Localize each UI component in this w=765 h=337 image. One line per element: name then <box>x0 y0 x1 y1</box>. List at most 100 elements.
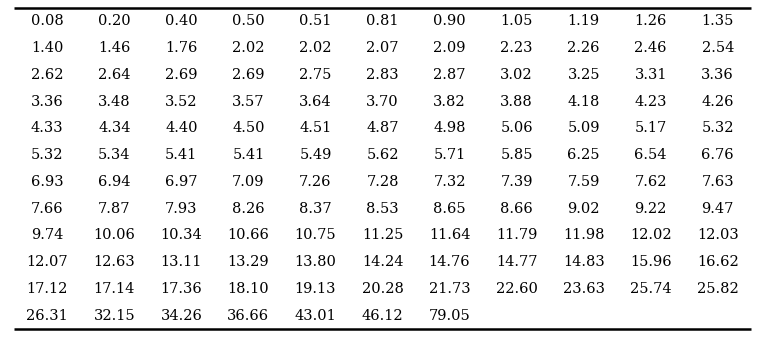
Text: 7.26: 7.26 <box>299 175 332 189</box>
Text: 4.23: 4.23 <box>634 95 667 109</box>
Text: 1.76: 1.76 <box>165 41 197 55</box>
Text: 4.18: 4.18 <box>568 95 600 109</box>
Text: 1.40: 1.40 <box>31 41 63 55</box>
Text: 4.98: 4.98 <box>433 121 466 135</box>
Text: 3.36: 3.36 <box>31 95 63 109</box>
Text: 34.26: 34.26 <box>161 309 202 323</box>
Text: 0.20: 0.20 <box>98 14 131 28</box>
Text: 7.93: 7.93 <box>165 202 197 216</box>
Text: 3.64: 3.64 <box>299 95 332 109</box>
Text: 0.40: 0.40 <box>165 14 197 28</box>
Text: 6.54: 6.54 <box>634 148 667 162</box>
Text: 7.39: 7.39 <box>500 175 533 189</box>
Text: 9.74: 9.74 <box>31 228 63 242</box>
Text: 1.35: 1.35 <box>702 14 734 28</box>
Text: 79.05: 79.05 <box>428 309 470 323</box>
Text: 16.62: 16.62 <box>697 255 738 269</box>
Text: 2.02: 2.02 <box>232 41 265 55</box>
Text: 20.28: 20.28 <box>362 282 403 296</box>
Text: 0.51: 0.51 <box>299 14 332 28</box>
Text: 0.81: 0.81 <box>366 14 399 28</box>
Text: 7.28: 7.28 <box>366 175 399 189</box>
Text: 3.25: 3.25 <box>568 68 600 82</box>
Text: 14.83: 14.83 <box>563 255 604 269</box>
Text: 6.93: 6.93 <box>31 175 63 189</box>
Text: 10.06: 10.06 <box>93 228 135 242</box>
Text: 5.41: 5.41 <box>233 148 265 162</box>
Text: 4.50: 4.50 <box>232 121 265 135</box>
Text: 5.85: 5.85 <box>500 148 533 162</box>
Text: 4.87: 4.87 <box>366 121 399 135</box>
Text: 11.79: 11.79 <box>496 228 537 242</box>
Text: 10.75: 10.75 <box>295 228 337 242</box>
Text: 3.36: 3.36 <box>702 68 734 82</box>
Text: 8.66: 8.66 <box>500 202 533 216</box>
Text: 21.73: 21.73 <box>428 282 470 296</box>
Text: 9.47: 9.47 <box>702 202 734 216</box>
Text: 5.71: 5.71 <box>434 148 466 162</box>
Text: 4.33: 4.33 <box>31 121 63 135</box>
Text: 6.76: 6.76 <box>702 148 734 162</box>
Text: 13.29: 13.29 <box>228 255 269 269</box>
Text: 43.01: 43.01 <box>295 309 337 323</box>
Text: 8.65: 8.65 <box>433 202 466 216</box>
Text: 7.09: 7.09 <box>232 175 265 189</box>
Text: 1.05: 1.05 <box>500 14 532 28</box>
Text: 1.26: 1.26 <box>634 14 667 28</box>
Text: 5.34: 5.34 <box>98 148 131 162</box>
Text: 0.08: 0.08 <box>31 14 63 28</box>
Text: 2.07: 2.07 <box>366 41 399 55</box>
Text: 3.52: 3.52 <box>165 95 197 109</box>
Text: 1.19: 1.19 <box>568 14 600 28</box>
Text: 25.74: 25.74 <box>630 282 672 296</box>
Text: 9.22: 9.22 <box>634 202 667 216</box>
Text: 6.25: 6.25 <box>568 148 600 162</box>
Text: 17.12: 17.12 <box>27 282 68 296</box>
Text: 3.70: 3.70 <box>366 95 399 109</box>
Text: 5.49: 5.49 <box>299 148 332 162</box>
Text: 3.02: 3.02 <box>500 68 533 82</box>
Text: 4.40: 4.40 <box>165 121 197 135</box>
Text: 7.87: 7.87 <box>98 202 131 216</box>
Text: 5.17: 5.17 <box>634 121 667 135</box>
Text: 2.23: 2.23 <box>500 41 533 55</box>
Text: 4.26: 4.26 <box>702 95 734 109</box>
Text: 5.41: 5.41 <box>165 148 197 162</box>
Text: 12.63: 12.63 <box>93 255 135 269</box>
Text: 6.94: 6.94 <box>98 175 131 189</box>
Text: 7.63: 7.63 <box>702 175 734 189</box>
Text: 2.69: 2.69 <box>232 68 265 82</box>
Text: 2.69: 2.69 <box>165 68 197 82</box>
Text: 17.36: 17.36 <box>161 282 202 296</box>
Text: 13.11: 13.11 <box>161 255 202 269</box>
Text: 15.96: 15.96 <box>630 255 672 269</box>
Text: 2.46: 2.46 <box>634 41 667 55</box>
Text: 4.34: 4.34 <box>98 121 131 135</box>
Text: 13.80: 13.80 <box>295 255 337 269</box>
Text: 22.60: 22.60 <box>496 282 538 296</box>
Text: 1.46: 1.46 <box>98 41 131 55</box>
Text: 3.31: 3.31 <box>634 68 667 82</box>
Text: 12.03: 12.03 <box>697 228 738 242</box>
Text: 3.48: 3.48 <box>98 95 131 109</box>
Text: 23.63: 23.63 <box>562 282 604 296</box>
Text: 7.32: 7.32 <box>433 175 466 189</box>
Text: 6.97: 6.97 <box>165 175 197 189</box>
Text: 10.34: 10.34 <box>161 228 202 242</box>
Text: 2.02: 2.02 <box>299 41 332 55</box>
Text: 10.66: 10.66 <box>227 228 269 242</box>
Text: 11.64: 11.64 <box>429 228 470 242</box>
Text: 9.02: 9.02 <box>568 202 600 216</box>
Text: 3.57: 3.57 <box>232 95 265 109</box>
Text: 26.31: 26.31 <box>27 309 68 323</box>
Text: 19.13: 19.13 <box>295 282 336 296</box>
Text: 7.66: 7.66 <box>31 202 63 216</box>
Text: 11.25: 11.25 <box>362 228 403 242</box>
Text: 7.59: 7.59 <box>568 175 600 189</box>
Text: 8.53: 8.53 <box>366 202 399 216</box>
Text: 11.98: 11.98 <box>563 228 604 242</box>
Text: 8.37: 8.37 <box>299 202 332 216</box>
Text: 17.14: 17.14 <box>93 282 135 296</box>
Text: 12.02: 12.02 <box>630 228 672 242</box>
Text: 2.75: 2.75 <box>299 68 332 82</box>
